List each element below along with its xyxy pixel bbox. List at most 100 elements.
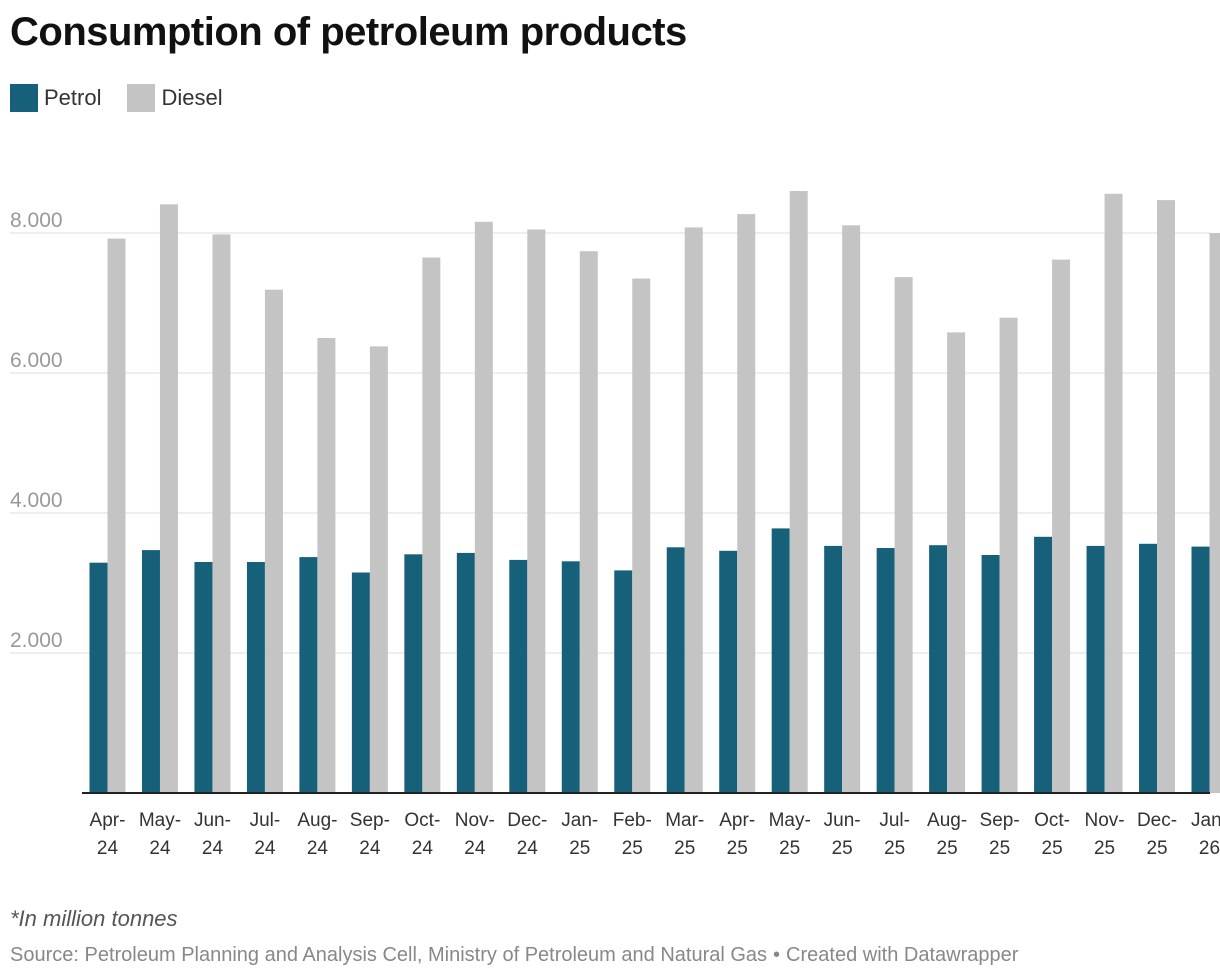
bar-petrol-oct24	[404, 554, 423, 793]
bar-diesel-oct24	[422, 257, 441, 793]
legend-label-diesel: Diesel	[161, 85, 223, 110]
x-tick-label-2-line2: 24	[202, 838, 224, 859]
x-tick-label-7-line2: 24	[464, 838, 486, 859]
bar-petrol-nov24	[456, 552, 475, 793]
bar-diesel-jun25	[842, 225, 861, 794]
bar-diesel-nov24	[474, 221, 493, 794]
x-tick-label-5-line2: 24	[359, 838, 381, 859]
bar-diesel-jan26	[1209, 233, 1220, 793]
bar-diesel-may25	[789, 191, 808, 793]
legend: Petrol Diesel	[10, 84, 249, 112]
bar-diesel-oct25	[1052, 259, 1071, 794]
bar-petrol-jul25	[876, 548, 895, 793]
legend-swatch-petrol	[10, 84, 38, 112]
bar-petrol-mar25	[666, 547, 685, 793]
x-tick-label-4-line1: Aug-	[297, 810, 337, 831]
x-tick-label-1-line2: 24	[149, 838, 171, 859]
source-line: Source: Petroleum Planning and Analysis …	[10, 944, 1018, 967]
x-tick-label-15-line2: 25	[884, 838, 905, 859]
x-tick-label-7-line1: Nov-	[455, 810, 495, 831]
x-tick-label-11-line2: 25	[674, 838, 695, 859]
y-tick-label-3: 8.000	[10, 209, 63, 232]
x-tick-label-21-line1: Jan-	[1191, 810, 1220, 831]
bar-diesel-jul25	[894, 277, 913, 794]
bar-diesel-aug24	[317, 338, 336, 793]
bar-petrol-dec24	[509, 559, 528, 793]
x-tick-label-13-line1: May-	[769, 810, 811, 831]
x-tick-label-16-line2: 25	[937, 838, 958, 859]
bar-diesel-jan25	[579, 251, 598, 793]
bar-diesel-dec25	[1157, 200, 1176, 794]
bar-diesel-feb25	[632, 278, 651, 793]
bar-chart: 2.000 4.000 6.000 8.000 Apr- 24 May- 24 Jun- 24 Ju…	[10, 191, 1220, 859]
y-tick-label-0: 2.000	[10, 629, 63, 652]
x-tick-label-8-line1: Dec-	[507, 810, 547, 831]
x-tick-label-20-line2: 25	[1146, 838, 1167, 859]
x-tick-label-3-line1: Jul-	[250, 810, 281, 831]
bar-diesel-aug25	[947, 332, 966, 793]
bar-diesel-dec24	[527, 229, 546, 793]
legend-label-petrol: Petrol	[44, 85, 102, 110]
bar-petrol-oct25	[1034, 536, 1053, 793]
bar-petrol-nov25	[1086, 545, 1105, 793]
bar-petrol-dec25	[1139, 543, 1158, 793]
source-text: Source: Petroleum Planning and Analysis …	[10, 944, 768, 966]
bar-petrol-may24	[141, 550, 160, 793]
bar-petrol-sep24	[351, 572, 370, 793]
x-tick-label-8-line2: 24	[517, 838, 539, 859]
bar-petrol-aug25	[929, 545, 948, 793]
bar-diesel-sep25	[999, 317, 1018, 793]
x-tick-label-21-line2: 26	[1199, 838, 1220, 859]
bar-petrol-sep25	[981, 555, 1000, 793]
x-tick-label-4-line2: 24	[307, 838, 329, 859]
x-tick-label-3-line2: 24	[254, 838, 276, 859]
x-tick-label-1-line1: May-	[139, 810, 181, 831]
bar-diesel-mar25	[684, 227, 703, 793]
x-tick-label-20-line1: Dec-	[1137, 810, 1177, 831]
x-tick-label-13-line2: 25	[779, 838, 800, 859]
x-tick-label-0-line2: 24	[97, 838, 119, 859]
legend-swatch-diesel	[127, 84, 156, 112]
x-tick-label-12-line1: Apr-	[719, 810, 755, 831]
bar-petrol-jun25	[824, 545, 843, 793]
x-tick-label-14-line1: Jun-	[824, 810, 861, 831]
bar-petrol-may25	[771, 528, 790, 793]
bar-diesel-may24	[159, 204, 178, 794]
footnote: *In million tonnes	[10, 906, 178, 931]
x-tick-label-18-line1: Oct-	[1034, 810, 1070, 831]
bar-petrol-jan25	[561, 561, 580, 793]
bar-petrol-jun24	[194, 562, 213, 793]
x-tick-label-9-line1: Jan-	[561, 810, 598, 831]
chart-title: Consumption of petroleum products	[10, 10, 687, 54]
x-tick-label-10-line2: 25	[622, 838, 643, 859]
bar-diesel-sep24	[369, 346, 388, 793]
x-tick-label-19-line2: 25	[1094, 838, 1115, 859]
x-tick-label-0-line1: Apr-	[90, 810, 126, 831]
x-tick-label-16-line1: Aug-	[927, 810, 967, 831]
bar-petrol-jan26	[1191, 546, 1210, 793]
bar-diesel-jun24	[212, 234, 231, 793]
bar-petrol-jul24	[246, 562, 265, 793]
bar-petrol-aug24	[299, 557, 318, 793]
bar-petrol-apr24	[89, 562, 108, 793]
y-tick-label-1: 4.000	[10, 489, 63, 512]
x-tick-label-15-line1: Jul-	[879, 810, 910, 831]
x-tick-label-19-line1: Nov-	[1084, 810, 1124, 831]
x-tick-label-10-line1: Feb-	[613, 810, 652, 831]
bar-petrol-feb25	[614, 570, 633, 793]
y-tick-label-2: 6.000	[10, 349, 63, 372]
x-tick-label-11-line1: Mar-	[665, 810, 704, 831]
x-tick-label-6-line2: 24	[412, 838, 434, 859]
x-tick-label-2-line1: Jun-	[194, 810, 231, 831]
x-tick-label-17-line1: Sep-	[980, 810, 1020, 831]
x-tick-label-12-line2: 25	[727, 838, 748, 859]
x-tick-label-9-line2: 25	[569, 838, 590, 859]
legend-item-diesel: Diesel	[127, 84, 223, 112]
x-tick-label-5-line1: Sep-	[350, 810, 390, 831]
bar-diesel-nov25	[1104, 193, 1123, 794]
legend-item-petrol: Petrol	[10, 84, 101, 112]
source-separator: •	[773, 944, 781, 966]
bar-diesel-apr24	[107, 238, 126, 794]
bar-diesel-jul24	[264, 289, 283, 793]
x-tick-label-6-line1: Oct-	[404, 810, 440, 831]
